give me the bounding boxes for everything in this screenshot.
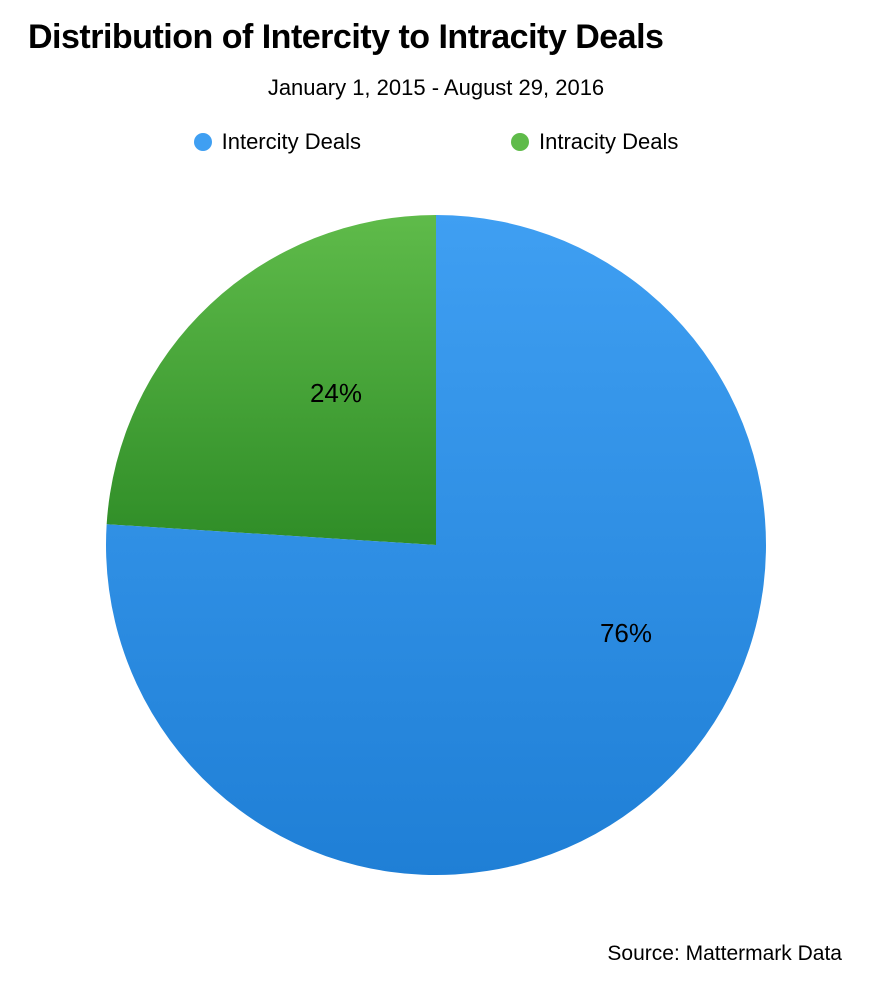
legend-swatch-intercity	[194, 133, 212, 151]
pie-chart: 76% 24%	[86, 195, 786, 895]
chart-subtitle: January 1, 2015 - August 29, 2016	[0, 75, 872, 101]
pie-label-intercity: 76%	[600, 618, 652, 648]
chart-title: Distribution of Intercity to Intracity D…	[0, 0, 872, 57]
pie-slices	[106, 215, 766, 875]
chart-source: Source: Mattermark Data	[607, 942, 842, 966]
chart-legend: Intercity Deals Intracity Deals	[0, 129, 872, 155]
legend-swatch-intracity	[511, 133, 529, 151]
legend-label-intercity: Intercity Deals	[222, 129, 361, 155]
pie-slice-intracity	[107, 215, 436, 545]
pie-label-intracity: 24%	[310, 378, 362, 408]
legend-label-intracity: Intracity Deals	[539, 129, 678, 155]
legend-item-intracity: Intracity Deals	[511, 129, 678, 155]
pie-chart-wrap: 76% 24%	[0, 195, 872, 895]
legend-item-intercity: Intercity Deals	[194, 129, 361, 155]
chart-container: { "chart": { "type": "pie", "title": "Di…	[0, 0, 872, 986]
